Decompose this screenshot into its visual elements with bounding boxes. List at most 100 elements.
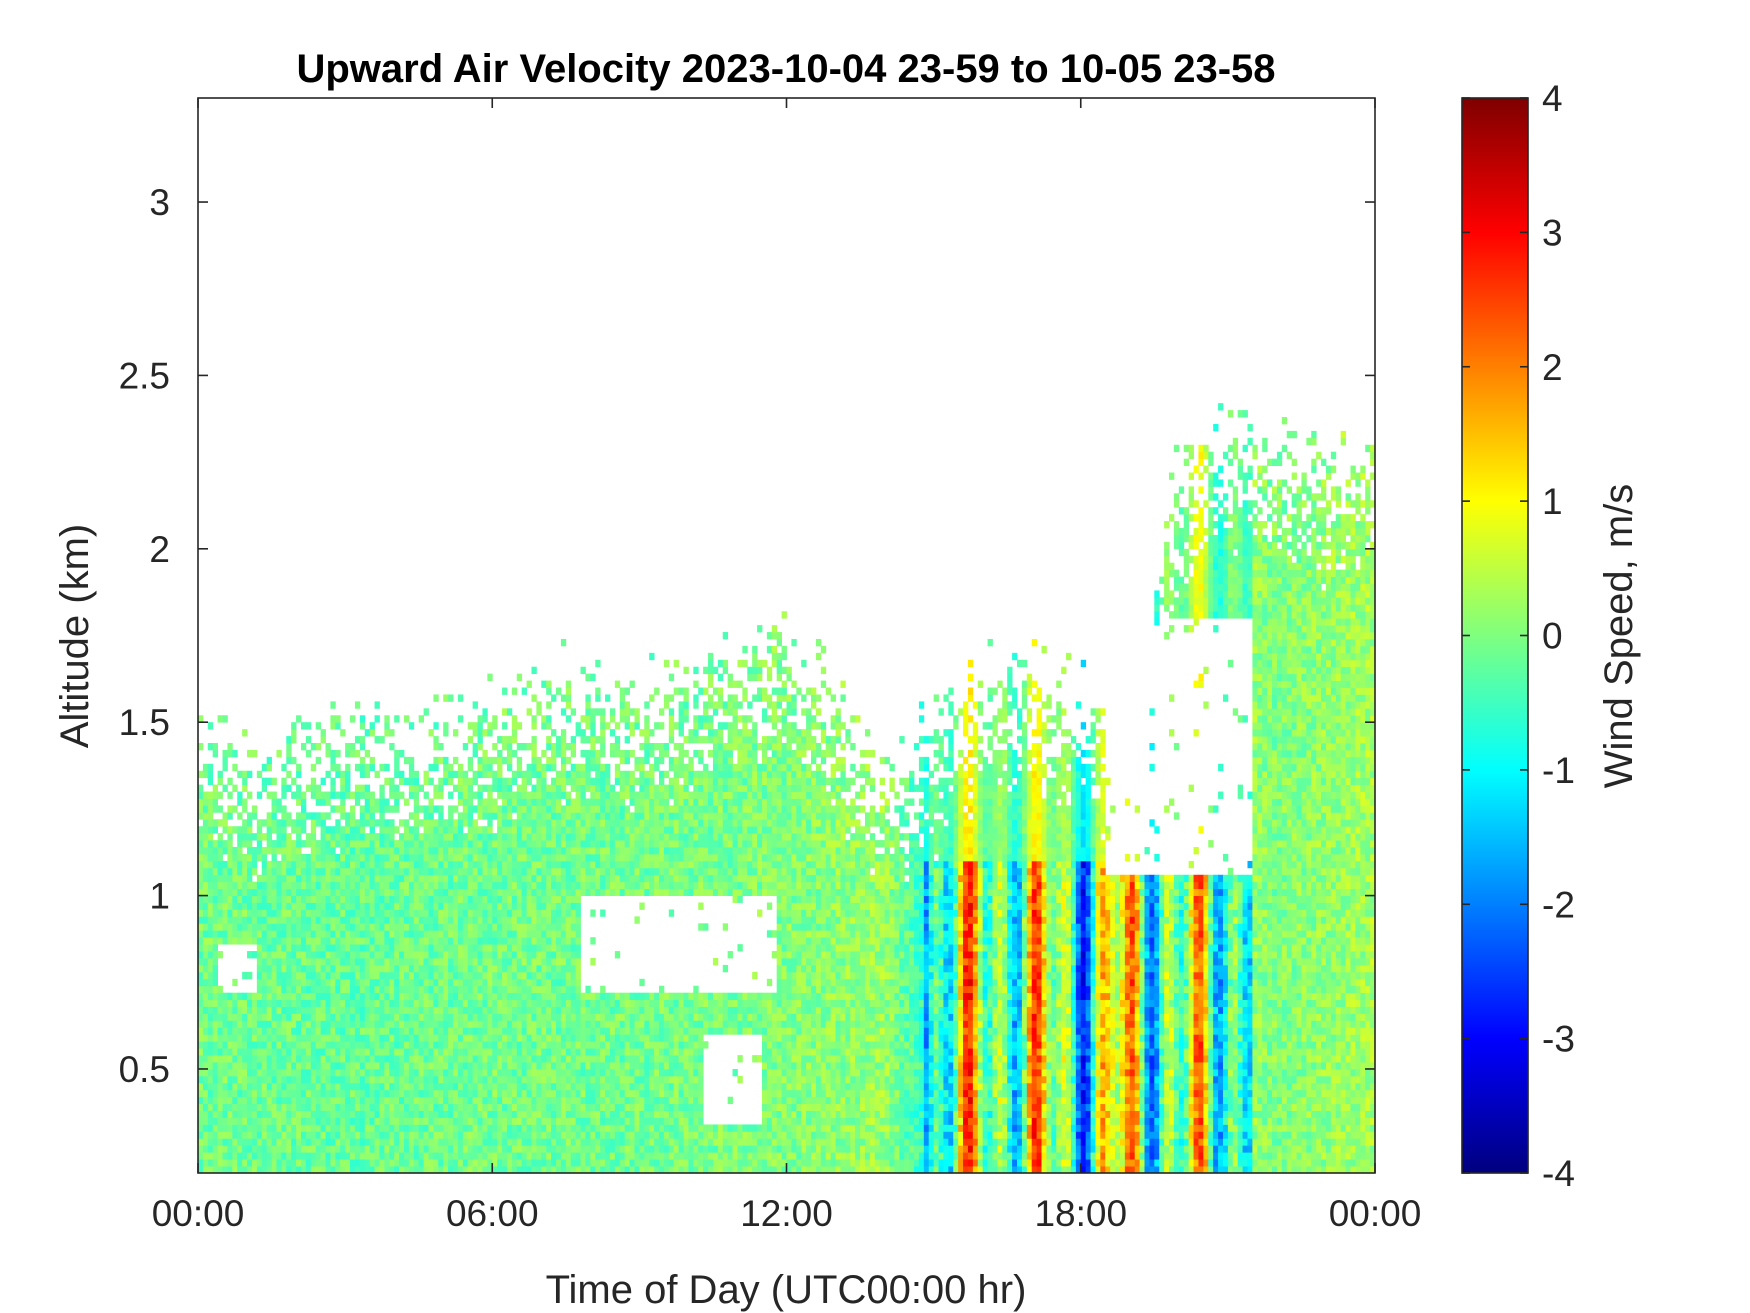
heatmap-cell [276,1138,282,1146]
heatmap-cell [624,1145,630,1153]
heatmap-cell [374,902,380,910]
heatmap-cell [340,909,346,917]
heatmap-cell [526,992,532,1001]
heatmap-cell [443,1006,449,1014]
heatmap-cell [609,729,616,737]
heatmap-cell [305,736,312,744]
heatmap-cell [217,888,223,896]
heatmap-cell [345,999,351,1007]
heatmap-cell [394,909,400,917]
heatmap-cell [305,916,312,924]
heatmap-cell [276,1055,282,1063]
heatmap-cell [590,812,596,820]
heatmap-cell [467,777,474,786]
heatmap-cell [227,749,233,758]
heatmap-cell [565,964,572,973]
heatmap-cell [320,902,326,910]
heatmap-cell [217,1117,223,1125]
heatmap-cell [286,1013,292,1021]
heatmap-cell [497,1103,503,1111]
heatmap-cell [511,722,518,730]
heatmap-cell [457,971,464,980]
heatmap-cell [560,819,567,827]
heatmap-cell [291,826,297,834]
heatmap-cell [546,916,552,924]
heatmap-cell [369,930,375,938]
heatmap-cell [531,791,537,799]
heatmap-cell [256,1089,263,1098]
heatmap-cell [600,1075,606,1084]
heatmap-cell [315,1082,321,1091]
heatmap-cell [399,1020,405,1028]
heatmap-cell [394,1082,400,1091]
heatmap-cell [315,840,321,848]
heatmap-cell [600,1159,606,1167]
heatmap-cell [369,1117,375,1125]
heatmap-cell [585,1068,591,1077]
heatmap-cell [560,638,567,647]
heatmap-cell [222,1152,228,1160]
heatmap-cell [467,791,474,799]
heatmap-cell [546,1041,552,1049]
heatmap-cell [457,978,464,987]
heatmap-cell [467,1034,474,1042]
heatmap-cell [477,743,483,751]
heatmap-cell [531,715,537,723]
heatmap-cell [310,1020,317,1028]
heatmap-cell [619,840,626,848]
heatmap-cell [300,1131,307,1139]
heatmap-cell [364,937,371,945]
heatmap-cell [595,1082,601,1091]
heatmap-cell [433,1020,439,1028]
heatmap-cell [516,867,523,876]
heatmap-cell [506,944,513,952]
heatmap-cell [565,937,572,945]
heatmap-cell [516,1048,523,1056]
heatmap-cell [614,1152,621,1160]
heatmap-cell [256,999,263,1007]
heatmap-cell [595,840,601,848]
heatmap-cell [222,1166,228,1174]
heatmap-cell [247,992,253,1001]
heatmap-cell [511,1110,518,1118]
heatmap-cell [506,1020,513,1028]
heatmap-cell [580,819,586,827]
heatmap-cell [609,1117,616,1125]
heatmap-cell [511,1117,518,1125]
heatmap-cell [619,847,626,855]
heatmap-cell [531,958,537,966]
heatmap-cell [619,1138,626,1146]
heatmap-cell [207,1124,214,1132]
heatmap-cell [403,777,410,786]
heatmap-cell [291,1041,297,1049]
heatmap-cell [408,1103,415,1111]
heatmap-cell [541,1159,547,1167]
heatmap-cell [296,1117,302,1125]
heatmap-cell [487,812,493,820]
heatmap-cell [521,909,527,917]
heatmap-cell [585,1159,591,1167]
heatmap-cell [212,964,219,973]
heatmap-cell [266,1068,272,1077]
heatmap-cell [433,853,439,862]
heatmap-cell [624,1082,630,1091]
heatmap-cell [585,1013,591,1021]
heatmap-cell [570,881,577,890]
heatmap-cell [614,1103,621,1111]
heatmap-cell [438,847,444,855]
heatmap-cell [428,763,434,772]
heatmap-cell [433,1062,439,1070]
heatmap-cell [271,944,277,952]
heatmap-cell [403,999,410,1007]
heatmap-cell [296,958,302,966]
heatmap-cell [605,1034,611,1042]
heatmap-cell [536,701,542,709]
heatmap-cell [438,1124,444,1132]
heatmap-cell [242,1006,248,1014]
heatmap-cell [242,1145,248,1153]
heatmap-cell [325,874,331,883]
heatmap-cell [556,1159,562,1167]
heatmap-cell [609,743,616,751]
heatmap-cell [315,985,321,994]
heatmap-cell [438,916,444,924]
